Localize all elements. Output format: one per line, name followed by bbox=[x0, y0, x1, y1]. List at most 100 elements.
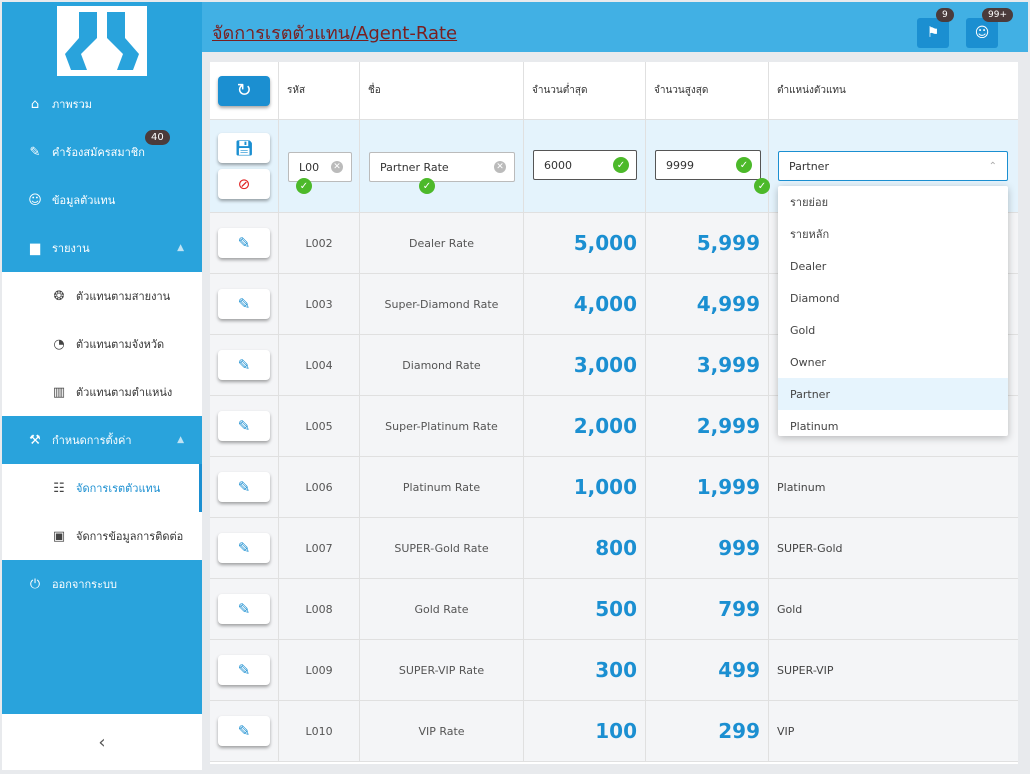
cell-code: L010 bbox=[279, 701, 360, 761]
name-input[interactable]: Partner Rate ✕ bbox=[369, 152, 515, 182]
edit-button[interactable]: ✎ bbox=[218, 655, 270, 685]
pencil-icon: ✎ bbox=[237, 478, 251, 496]
sidebar-item-overview[interactable]: ⌂ ภาพรวม bbox=[2, 80, 202, 128]
sidebar-item-contact-info[interactable]: ▣ จัดการข้อมูลการติดต่อ bbox=[2, 512, 202, 560]
edit-button[interactable]: ✎ bbox=[218, 716, 270, 746]
sidebar-item-label: คำร้องสมัครสมาชิก bbox=[52, 146, 145, 159]
cell-name: Platinum Rate bbox=[360, 457, 524, 517]
cell-min: 4,000 bbox=[524, 274, 646, 334]
cell-position: Platinum bbox=[777, 480, 826, 494]
cell-min: 2,000 bbox=[524, 396, 646, 456]
sidebar-item-label: กำหนดการตั้งค่า bbox=[52, 434, 132, 447]
logo bbox=[55, 4, 149, 78]
cell-min: 100 bbox=[524, 701, 646, 761]
edit-button[interactable]: ✎ bbox=[218, 533, 270, 563]
valid-check-icon: ✓ bbox=[754, 178, 770, 194]
cancel-button[interactable]: ⊘ bbox=[218, 169, 270, 199]
settings-submenu: ☷ จัดการเรตตัวแทน ▣ จัดการข้อมูลการติดต่… bbox=[2, 464, 202, 560]
name-input-value: Partner Rate bbox=[380, 160, 449, 174]
cell-min: 800 bbox=[524, 518, 646, 578]
dropdown-option[interactable]: รายย่อย bbox=[790, 196, 829, 209]
cell-code: L006 bbox=[279, 457, 360, 517]
cell-name: Gold Rate bbox=[360, 579, 524, 639]
flag-icon: ⚑ bbox=[926, 25, 940, 41]
edit-max-cell bbox=[646, 120, 769, 212]
pencil-icon: ✎ bbox=[237, 600, 251, 618]
edit-button[interactable]: ✎ bbox=[218, 411, 270, 441]
cell-code: L008 bbox=[279, 579, 360, 639]
sidebar-item-agent-rate[interactable]: ☷ จัดการเรตตัวแทน bbox=[2, 464, 202, 512]
cell-code: L002 bbox=[279, 213, 360, 273]
row-actions: ✎ bbox=[210, 335, 279, 395]
row-actions: ✎ bbox=[210, 518, 279, 578]
pencil-icon: ✎ bbox=[237, 356, 251, 374]
pencil-icon: ✎ bbox=[237, 539, 251, 557]
dropdown-option[interactable]: Dealer bbox=[790, 259, 827, 273]
chevron-left-icon: ‹ bbox=[98, 731, 106, 753]
sidebar-item-logout[interactable]: ⏻ ออกจากระบบ bbox=[2, 560, 202, 608]
cell-code: L005 bbox=[279, 396, 360, 456]
dropdown-option[interactable]: Gold bbox=[790, 323, 816, 337]
cell-min: 1,000 bbox=[524, 457, 646, 517]
cell-code: L003 bbox=[279, 274, 360, 334]
position-select-value: Partner bbox=[789, 159, 829, 173]
cell-max: 799 bbox=[646, 579, 769, 639]
sidebar-item-reports[interactable]: ▆ รายงาน ▲ bbox=[2, 224, 202, 272]
flag-button[interactable]: ⚑ bbox=[917, 18, 949, 48]
chevron-up-icon: ▲ bbox=[177, 435, 184, 445]
row-actions: ✎ bbox=[210, 640, 279, 700]
cancel-icon: ⊘ bbox=[237, 175, 251, 193]
dropdown-option[interactable]: Partner bbox=[778, 378, 1008, 410]
position-select[interactable]: Partner ⌃ bbox=[778, 151, 1008, 181]
sidebar-item-settings[interactable]: ⚒ กำหนดการตั้งค่า ▲ bbox=[2, 416, 202, 464]
dropdown-list: รายย่อยรายหลัก Dealer Diamond Gold Owner Part… bbox=[778, 186, 1008, 442]
pie-chart-icon: ◔ bbox=[53, 336, 65, 352]
sidebar-item-agent-info[interactable]: ☺ ข้อมูลตัวแทน bbox=[2, 176, 202, 224]
edit-button[interactable]: ✎ bbox=[218, 472, 270, 502]
cell-code: L009 bbox=[279, 640, 360, 700]
min-input-value: 6000 bbox=[544, 158, 572, 172]
min-input[interactable]: 6000 bbox=[533, 150, 637, 180]
sidebar-item-label: ตัวแทนตามตำแหน่ง bbox=[76, 386, 173, 399]
clear-icon[interactable]: ✕ bbox=[331, 161, 343, 173]
header: จัดการเรตตัวแทน/Agent-Rate ⚑ 9 ☺ 99+ bbox=[202, 2, 1028, 52]
edit-button[interactable]: ✎ bbox=[218, 228, 270, 258]
bar-chart-icon: ▥ bbox=[52, 384, 66, 400]
dropdown-option[interactable]: รายหลัก bbox=[790, 228, 830, 241]
sidebar-item-member-requests[interactable]: ✎ คำร้องสมัครสมาชิก 40 bbox=[2, 128, 202, 176]
cell-max: 5,999 bbox=[646, 213, 769, 273]
flag-badge: 9 bbox=[936, 8, 954, 22]
cell-max: 499 bbox=[646, 640, 769, 700]
refresh-button[interactable]: ↻ bbox=[218, 75, 270, 106]
page-title: จัดการเรตตัวแทน/Agent-Rate bbox=[212, 23, 458, 44]
sidebar-item-agent-by-position[interactable]: ▥ ตัวแทนตามตำแหน่ง bbox=[2, 368, 202, 416]
cell-position: SUPER-Gold bbox=[777, 541, 843, 555]
user-button[interactable]: ☺ bbox=[966, 18, 998, 48]
table-row: ✎ L008 Gold Rate 500 799 Gold bbox=[210, 579, 1018, 640]
home-icon: ⌂ bbox=[30, 96, 40, 112]
edit-code-cell bbox=[279, 120, 360, 212]
sidebar-item-agent-by-province[interactable]: ◔ ตัวแทนตามจังหวัด bbox=[2, 320, 202, 368]
dropdown-option[interactable]: Owner bbox=[790, 355, 826, 369]
valid-check-icon: ✓ bbox=[296, 178, 312, 194]
dropdown-option[interactable]: Platinum bbox=[790, 419, 839, 433]
clear-icon[interactable]: ✕ bbox=[494, 161, 506, 173]
cell-max: 1,999 bbox=[646, 457, 769, 517]
cell-min: 300 bbox=[524, 640, 646, 700]
code-input[interactable]: L00 ✕ bbox=[288, 152, 352, 182]
cell-code: L004 bbox=[279, 335, 360, 395]
hierarchy-icon: ☷ bbox=[53, 480, 65, 496]
table-row: ✎ L010 VIP Rate 100 299 VIP bbox=[210, 701, 1018, 762]
edit-button[interactable]: ✎ bbox=[218, 289, 270, 319]
cell-name: VIP Rate bbox=[360, 701, 524, 761]
sidebar-item-label: จัดการเรตตัวแทน bbox=[76, 482, 161, 495]
column-header-name: ชื่อ bbox=[360, 62, 524, 119]
save-button[interactable]: 💾︎ bbox=[218, 133, 270, 163]
edit-button[interactable]: ✎ bbox=[218, 350, 270, 380]
dropdown-option[interactable]: Diamond bbox=[790, 291, 840, 305]
edit-button[interactable]: ✎ bbox=[218, 594, 270, 624]
user-badge: 99+ bbox=[982, 8, 1013, 22]
sidebar-item-agent-by-line[interactable]: ❂ ตัวแทนตามสายงาน bbox=[2, 272, 202, 320]
pencil-icon: ✎ bbox=[237, 661, 251, 679]
sidebar-collapse-button[interactable]: ‹ bbox=[2, 714, 202, 770]
